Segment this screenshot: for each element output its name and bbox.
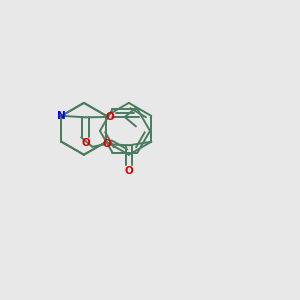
Text: O: O — [125, 166, 134, 176]
Text: O: O — [81, 138, 90, 148]
Text: O: O — [102, 140, 111, 149]
Text: N: N — [57, 111, 66, 121]
Text: O: O — [105, 112, 114, 122]
